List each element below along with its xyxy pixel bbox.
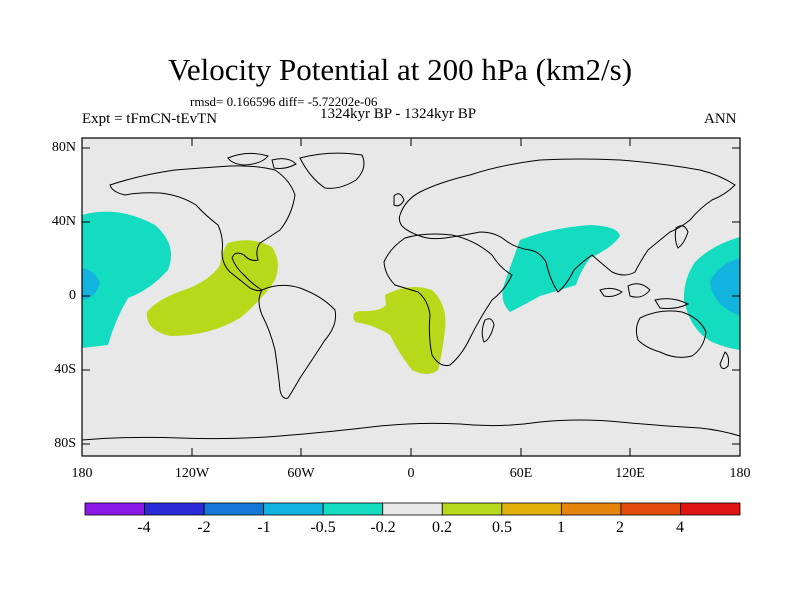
colorbar-box <box>620 502 681 516</box>
coastline-maritime-continent <box>599 283 690 309</box>
colorbar-box <box>144 502 205 516</box>
positive-anomaly-americas <box>146 240 278 336</box>
coastline-british-isles <box>393 193 405 207</box>
colorbar <box>84 502 741 516</box>
colorbar-label: -1 <box>257 519 271 536</box>
negative-anomaly-core-left <box>82 268 100 300</box>
lon-label-120e: 120E <box>615 466 645 481</box>
colorbar-label: 0.5 <box>492 519 512 536</box>
colorbar-label: -4 <box>137 519 151 536</box>
colorbar-box <box>322 502 384 516</box>
colorbar-label: 0.2 <box>432 519 452 536</box>
coastline-japan <box>674 225 689 249</box>
colorbar-box <box>263 502 324 516</box>
lat-label-40n: 40N <box>51 214 76 229</box>
experiment-label: Expt = tFmCN-tEvTN <box>82 111 218 127</box>
lat-label-80s: 80S <box>54 436 76 451</box>
coastline-africa <box>383 233 513 366</box>
positive-anomaly-africa-atlantic <box>353 286 446 374</box>
lon-label-180-west: 180 <box>71 466 93 481</box>
lon-label-60e: 60E <box>509 466 533 481</box>
colorbar-label: -0.5 <box>310 519 336 536</box>
coastline-south-america <box>258 284 336 399</box>
lon-label-0: 0 <box>407 466 415 481</box>
colorbar-label: 4 <box>676 519 684 536</box>
lon-label-180-east: 180 <box>729 466 751 481</box>
colorbar-box <box>84 502 145 516</box>
lat-label-0: 0 <box>69 288 76 303</box>
coastline-eurasia <box>398 158 736 293</box>
anomaly-shading <box>82 211 740 374</box>
negative-anomaly-core-right <box>710 258 740 315</box>
season-label: ANN <box>704 111 737 127</box>
lat-label-80n: 80N <box>51 140 76 155</box>
colorbar-label: 1 <box>557 519 565 536</box>
colorbar-box <box>441 502 503 516</box>
figure-title: Velocity Potential at 200 hPa (km2/s) <box>167 52 633 87</box>
coastline-australia <box>635 310 707 358</box>
negative-anomaly-west-pacific-left <box>82 211 172 348</box>
negative-anomaly-indian-ocean <box>502 225 620 312</box>
period-label: 1324kyr BP - 1324kyr BP <box>320 106 477 122</box>
axis-ticks <box>81 138 741 456</box>
colorbar-label: -2 <box>197 519 211 536</box>
colorbar-box <box>501 502 562 516</box>
rmsd-diff-stats: rmsd= 0.166596 diff= -5.72202e-06 <box>190 94 378 109</box>
colorbar-label: -0.2 <box>370 519 396 536</box>
coastline-new-zealand <box>719 351 730 370</box>
colorbar-box <box>203 502 265 516</box>
coastline-antarctica <box>81 419 741 441</box>
lon-label-120w: 120W <box>174 466 210 481</box>
coastlines <box>81 152 741 441</box>
colorbar-box <box>560 502 622 516</box>
colorbar-box <box>680 502 741 516</box>
lon-label-60w: 60W <box>287 466 315 481</box>
coastline-madagascar <box>481 318 495 343</box>
lat-label-40s: 40S <box>54 362 76 377</box>
coastline-north-america <box>109 165 296 292</box>
coastline-greenland <box>299 152 365 189</box>
coastline-canadian-islands <box>227 152 297 169</box>
colorbar-label: 2 <box>616 519 624 536</box>
colorbar-box <box>382 502 443 516</box>
